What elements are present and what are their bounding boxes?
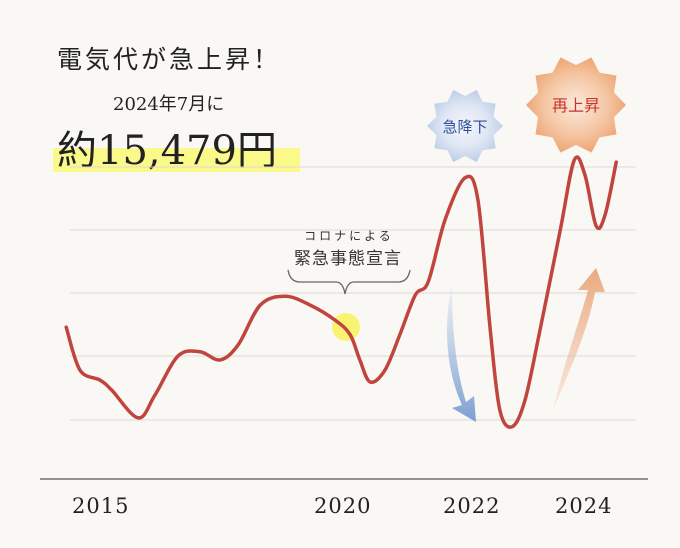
amount-highlight — [53, 148, 300, 172]
rise-label: 再上昇 — [552, 96, 600, 115]
x-tick-2020: 2020 — [314, 494, 372, 518]
headline: 電気代が急上昇！ — [57, 45, 282, 74]
x-tick-2024: 2024 — [555, 494, 613, 518]
covid-label-small: コロナによる — [304, 229, 394, 243]
drop-burst — [427, 89, 503, 163]
x-tick-2015: 2015 — [72, 494, 130, 518]
covid-brace — [287, 269, 411, 295]
rise-burst — [526, 57, 626, 153]
x-tick-2022: 2022 — [443, 494, 501, 518]
drop-label: 急降下 — [442, 118, 487, 136]
subheadline: 2024年7月に — [113, 94, 225, 115]
rise-arrow — [553, 268, 605, 410]
price-line — [64, 155, 618, 429]
drop-arrow — [447, 285, 476, 422]
amount-value: 約15,479円 — [57, 128, 277, 174]
covid-label-main: 緊急事態宣言 — [294, 249, 402, 269]
